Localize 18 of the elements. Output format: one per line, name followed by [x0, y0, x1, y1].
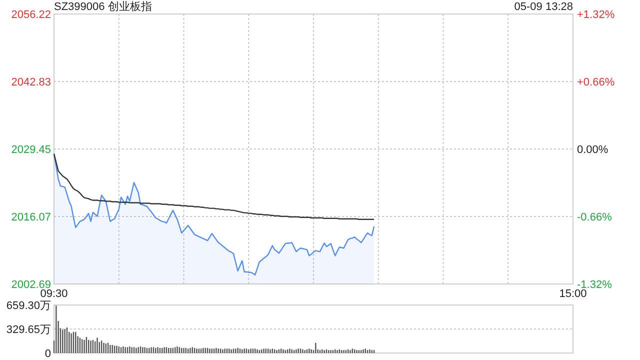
y-tick-label: 2056.22 [11, 9, 51, 21]
y2-tick-label: +0.66% [577, 76, 615, 88]
x-tick-label: 15:00 [559, 288, 587, 300]
y2-tick-label: -0.66% [577, 212, 612, 224]
line-series [53, 153, 375, 220]
chart-subtitle: 05-09 13:28 [514, 1, 573, 13]
y-tick-label: 329.65万 [6, 324, 51, 336]
y2-tick-label: +1.32% [577, 9, 615, 21]
y2-tick-label: -1.32% [577, 279, 612, 291]
y-tick-label: 2002.69 [11, 279, 51, 291]
x-tick-label: 09:30 [40, 288, 68, 300]
y-tick-label: 2042.83 [11, 76, 51, 89]
y-tick-label: 659.30万 [6, 300, 51, 312]
chart-title: SZ399006 创业板指 [54, 0, 152, 13]
y2-tick-label: 0.00% [577, 144, 608, 156]
y-tick-label: 2016.07 [11, 212, 51, 224]
y-tick-label: 0 [44, 348, 51, 360]
y-tick-label: 2029.45 [11, 144, 51, 156]
